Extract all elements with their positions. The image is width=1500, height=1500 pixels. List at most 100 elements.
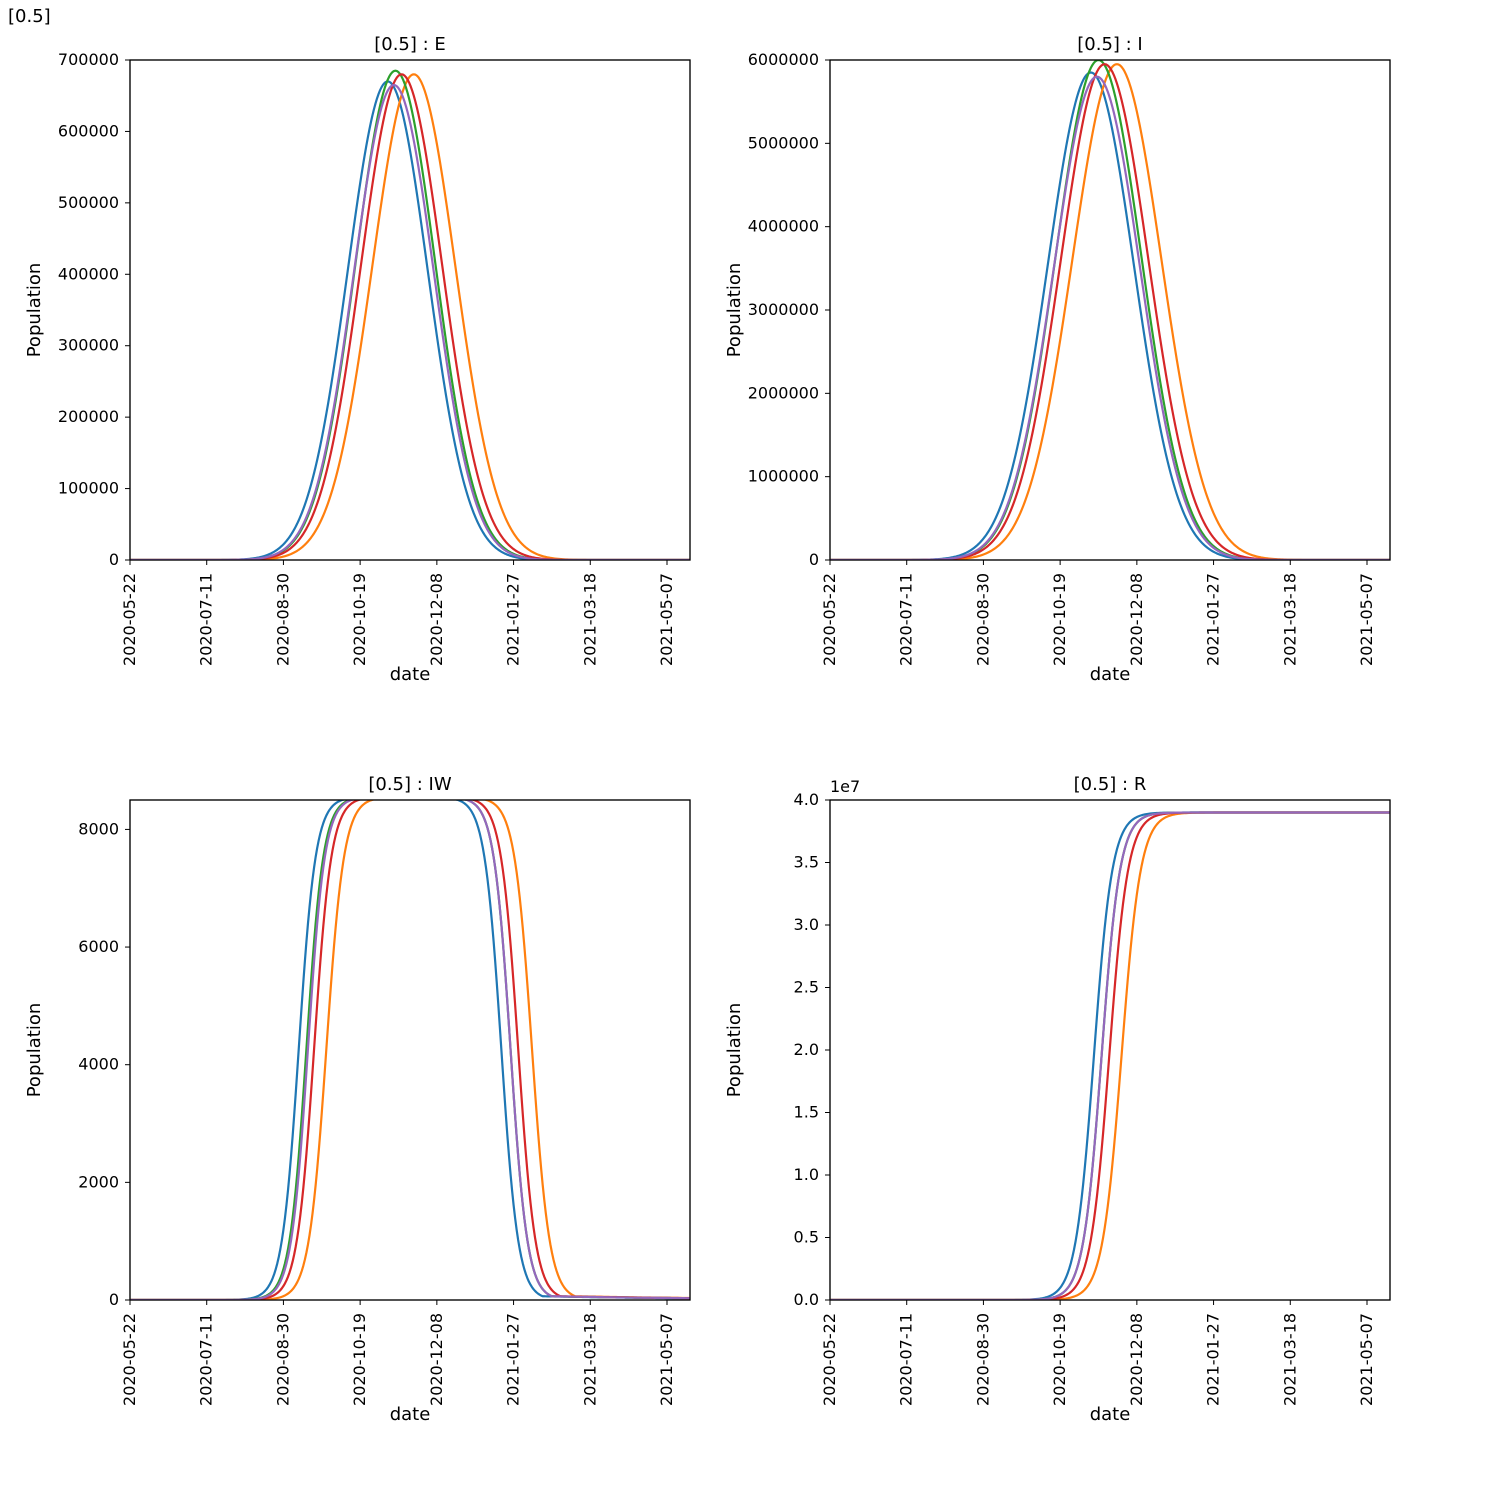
ytick-label: 2.0 xyxy=(794,1040,819,1059)
ytick-label: 100000 xyxy=(58,479,119,498)
figure: [0.5] 0100000200000300000400000500000600… xyxy=(0,0,1500,1500)
series-line xyxy=(830,64,1390,560)
series-line xyxy=(830,73,1390,561)
xtick-label: 2020-12-08 xyxy=(1127,573,1146,666)
series-group xyxy=(130,797,690,1300)
xtick-label: 2020-07-11 xyxy=(197,1313,216,1406)
series-line xyxy=(830,77,1390,560)
xtick-label: 2021-01-27 xyxy=(1204,573,1223,666)
ytick-label: 4.0 xyxy=(794,790,819,809)
y-offset-text: 1e7 xyxy=(830,777,860,796)
axes-frame xyxy=(130,60,690,560)
xtick-label: 2020-08-30 xyxy=(273,573,292,666)
y-axis-label: Population xyxy=(24,1003,45,1098)
xtick-label: 2020-07-11 xyxy=(897,573,916,666)
xtick-label: 2020-08-30 xyxy=(973,1313,992,1406)
xtick-label: 2020-07-11 xyxy=(197,573,216,666)
series-group xyxy=(130,71,690,560)
ytick-label: 0 xyxy=(809,550,819,569)
ytick-label: 6000 xyxy=(78,937,119,956)
ytick-label: 1000000 xyxy=(748,467,819,486)
x-axis-label: date xyxy=(390,1404,431,1425)
axes-frame xyxy=(130,800,690,1300)
panel-title: [0.5] : R xyxy=(1074,774,1147,795)
ytick-label: 200000 xyxy=(58,407,119,426)
series-line xyxy=(130,797,690,1300)
ytick-label: 3.0 xyxy=(794,915,819,934)
series-line xyxy=(130,797,690,1300)
xtick-label: 2020-05-22 xyxy=(120,1313,139,1406)
xtick-label: 2021-01-27 xyxy=(504,573,523,666)
ytick-label: 400000 xyxy=(58,264,119,283)
panel-E: 0100000200000300000400000500000600000700… xyxy=(130,60,690,560)
series-group xyxy=(830,813,1390,1301)
panel-svg-IW: 020004000600080002020-05-222020-07-11202… xyxy=(20,760,710,1460)
ytick-label: 700000 xyxy=(58,50,119,69)
ytick-label: 0.5 xyxy=(794,1228,819,1247)
y-axis-label: Population xyxy=(724,1003,745,1098)
x-axis-label: date xyxy=(390,664,431,685)
ytick-label: 4000000 xyxy=(748,217,819,236)
ytick-label: 0.0 xyxy=(794,1290,819,1309)
series-line xyxy=(130,81,690,560)
xtick-label: 2020-05-22 xyxy=(120,573,139,666)
axes-frame xyxy=(130,800,690,1300)
ytick-label: 5000000 xyxy=(748,133,819,152)
xtick-label: 2021-05-07 xyxy=(1357,573,1376,666)
series-line xyxy=(130,797,690,1300)
series-group xyxy=(830,60,1390,560)
xtick-label: 2020-10-19 xyxy=(350,1313,369,1406)
y-axis-label: Population xyxy=(724,263,745,358)
xtick-label: 2020-12-08 xyxy=(427,1313,446,1406)
series-line xyxy=(130,797,690,1300)
xtick-label: 2021-01-27 xyxy=(1204,1313,1223,1406)
axes-frame xyxy=(830,60,1390,560)
panel-svg-R: 0.00.51.01.52.02.53.03.54.02020-05-22202… xyxy=(720,760,1410,1460)
panel-svg-E: 0 100000 200000 300000 400000 500000 600000 700… xyxy=(20,20,710,720)
y-axis-label: Population xyxy=(24,263,45,358)
xtick-label: 2021-01-27 xyxy=(504,1313,523,1406)
axes-frame xyxy=(130,60,690,560)
xtick-label: 2021-05-07 xyxy=(657,1313,676,1406)
ytick-label: 500000 xyxy=(58,193,119,212)
xtick-label: 2020-07-11 xyxy=(897,1313,916,1406)
panel-title: [0.5] : E xyxy=(374,34,446,55)
xtick-label: 2020-05-22 xyxy=(820,1313,839,1406)
ytick-label: 8000 xyxy=(78,819,119,838)
xtick-label: 2021-05-07 xyxy=(657,573,676,666)
panel-I: 0100000020000003000000400000050000006000… xyxy=(830,60,1390,560)
ytick-label: 600000 xyxy=(58,121,119,140)
series-line xyxy=(130,71,690,560)
ytick-label: 2000 xyxy=(78,1172,119,1191)
panel-title: [0.5] : IW xyxy=(368,774,451,795)
x-axis-label: date xyxy=(1090,664,1131,685)
ytick-label: 3.5 xyxy=(794,853,819,872)
ytick-label: 0 xyxy=(109,550,119,569)
xtick-label: 2020-08-30 xyxy=(973,573,992,666)
xtick-label: 2020-10-19 xyxy=(350,573,369,666)
x-axis-label: date xyxy=(1090,1404,1131,1425)
ytick-label: 1.0 xyxy=(794,1165,819,1184)
xtick-label: 2020-05-22 xyxy=(820,573,839,666)
xtick-label: 2021-03-18 xyxy=(580,1313,599,1406)
xtick-label: 2021-03-18 xyxy=(1280,573,1299,666)
xtick-label: 2020-10-19 xyxy=(1050,573,1069,666)
series-line xyxy=(830,60,1390,560)
xtick-label: 2021-05-07 xyxy=(1357,1313,1376,1406)
xtick-label: 2020-12-08 xyxy=(1127,1313,1146,1406)
xtick-label: 2021-03-18 xyxy=(580,573,599,666)
ytick-label: 300000 xyxy=(58,336,119,355)
xtick-label: 2020-12-08 xyxy=(427,573,446,666)
ytick-label: 0 xyxy=(109,1290,119,1309)
ytick-label: 3000000 xyxy=(748,300,819,319)
series-line xyxy=(130,797,690,1300)
ytick-label: 2.5 xyxy=(794,978,819,997)
xtick-label: 2020-08-30 xyxy=(273,1313,292,1406)
ytick-label: 2000000 xyxy=(748,383,819,402)
panel-IW: 020004000600080002020-05-222020-07-11202… xyxy=(130,800,690,1300)
axes-frame xyxy=(830,60,1390,560)
xtick-label: 2020-10-19 xyxy=(1050,1313,1069,1406)
ytick-label: 6000000 xyxy=(748,50,819,69)
panel-title: [0.5] : I xyxy=(1077,34,1143,55)
panel-svg-I: 0 1000000 2000000 3000000 4000000 5000000 6000… xyxy=(720,20,1410,720)
